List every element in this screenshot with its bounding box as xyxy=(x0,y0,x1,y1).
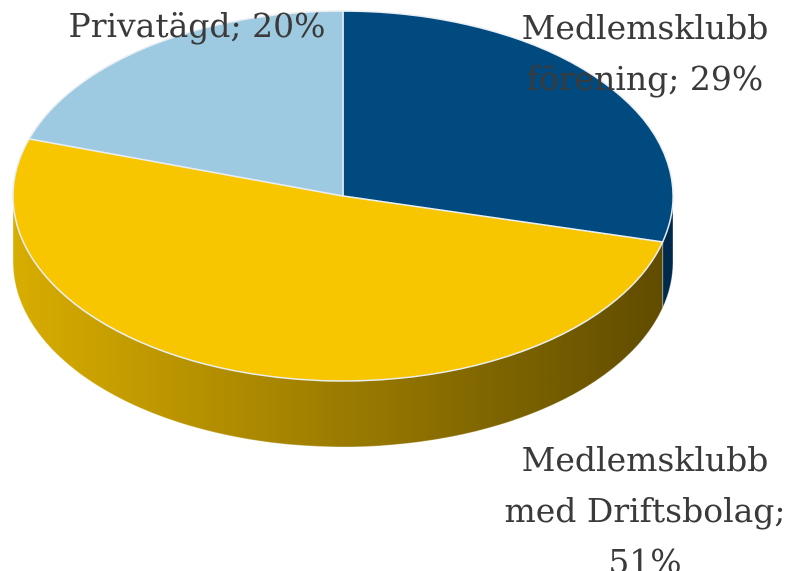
data-label: Privatägd; 20% xyxy=(69,6,326,45)
data-label: 51% xyxy=(608,542,681,571)
pie-slice xyxy=(27,10,344,197)
data-label: förening; 29% xyxy=(527,59,764,98)
data-label: Medlemsklubb xyxy=(522,8,769,47)
data-label: med Driftsbolag; xyxy=(504,491,785,530)
pie-slice xyxy=(342,10,674,243)
pie-slice xyxy=(12,137,664,382)
data-label: Medlemsklubb xyxy=(522,440,769,479)
